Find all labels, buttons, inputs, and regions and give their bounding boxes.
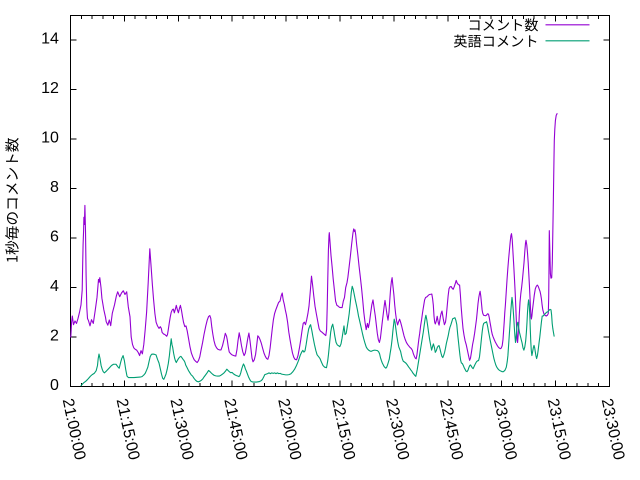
svg-text:8: 8	[50, 179, 59, 196]
svg-text:0: 0	[50, 377, 59, 394]
svg-text:10: 10	[41, 130, 59, 147]
svg-text:4: 4	[50, 278, 59, 295]
svg-text:2: 2	[50, 327, 59, 344]
svg-text:6: 6	[50, 229, 59, 246]
svg-text:12: 12	[41, 80, 59, 97]
svg-text:14: 14	[41, 31, 59, 48]
